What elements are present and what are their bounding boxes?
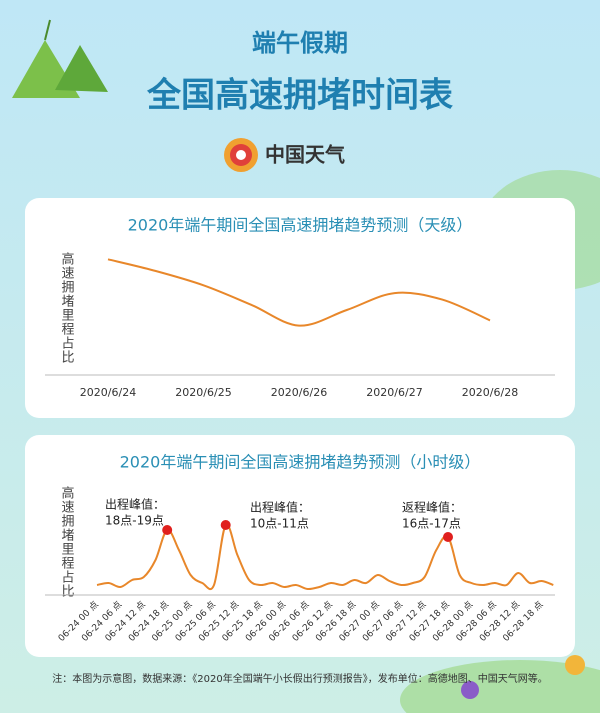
chart-title: 2020年端午期间全国高速拥堵趋势预测（小时级）	[120, 453, 481, 472]
annotation: 出程峰值：	[105, 497, 165, 512]
peak-marker	[162, 525, 173, 535]
annotation: 16点-17点	[402, 517, 461, 531]
series-line	[96, 523, 554, 591]
header-title: 全国高速拥堵时间表	[146, 76, 453, 116]
y-axis-label: 高速拥堵里程占比	[59, 251, 75, 364]
annotation: 返程峰值：	[402, 500, 462, 515]
peak-marker	[443, 532, 453, 542]
x-tick-label: 2020/6/26	[271, 386, 327, 399]
x-tick-label: 2020/6/25	[175, 386, 231, 399]
header-subtitle: 端午假期	[252, 29, 348, 57]
x-tick-label: 2020/6/27	[366, 386, 422, 399]
annotation: 10点-11点	[250, 517, 309, 531]
annotation: 出程峰值：	[250, 500, 310, 515]
x-tick-label: 2020/6/28	[462, 386, 518, 399]
logo-icon	[224, 138, 258, 172]
footnote: 注：本图为示意图，数据来源：《2020年全国端午小长假出行预测报告》，发布单位：…	[52, 672, 547, 685]
series-line	[107, 258, 491, 327]
x-tick-label: 2020/6/24	[80, 386, 136, 399]
chart-title: 2020年端午期间全国高速拥堵趋势预测（天级）	[128, 216, 473, 235]
peak-marker	[220, 520, 231, 530]
zongzi-decoration	[12, 19, 108, 98]
annotation: 18点-19点	[105, 514, 164, 528]
chart-card	[25, 435, 575, 657]
logo-text: 中国天气	[265, 143, 345, 167]
chart-card	[25, 198, 575, 418]
y-axis-label: 高速拥堵里程占比	[59, 485, 75, 598]
